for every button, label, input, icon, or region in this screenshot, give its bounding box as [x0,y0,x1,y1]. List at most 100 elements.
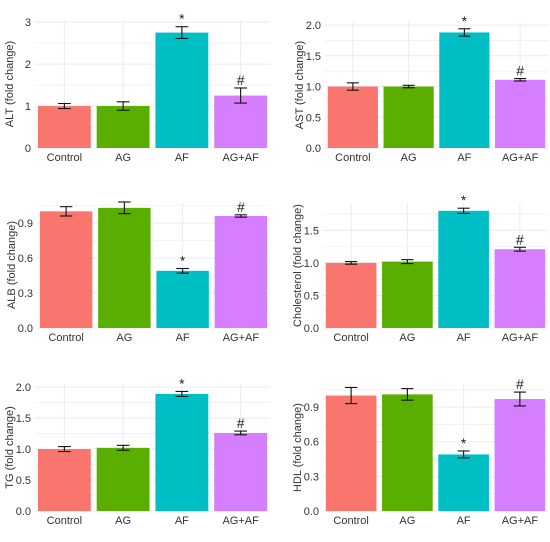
y-tick-label: 1.5 [304,225,319,237]
x-tick-label: AG [116,332,132,344]
y-tick-label: 0.9 [304,402,319,414]
y-axis-title: AST (fold change) [294,41,306,129]
y-tick-label: 1 [25,101,31,113]
x-tick-label: AF [457,152,471,164]
y-tick-label: 1.0 [304,258,319,270]
bar-ag-af [494,399,546,511]
y-tick-label: 0.6 [18,253,33,265]
bar-ag-af [495,79,546,148]
error-bar [457,207,470,214]
bar-ag-af [214,432,268,511]
x-tick-label: Control [47,515,82,527]
error-bar [234,214,248,218]
error-bar [175,26,189,40]
significance-hash: # [516,231,524,247]
bar-control [325,395,377,511]
x-tick-label: AG [401,152,417,164]
y-tick-label: 3 [25,17,31,29]
bar-ag [383,86,434,148]
error-bar [401,259,414,265]
bar-control [327,86,378,148]
y-tick-label: 0.0 [304,323,319,335]
error-bar [457,450,470,459]
error-bar [513,391,526,407]
bar-ag [96,447,150,511]
x-tick-label: AF [175,152,189,164]
bar-control [39,211,93,328]
bar-control [37,449,91,511]
error-bar [513,246,526,252]
error-bar [116,101,130,111]
error-bar [116,444,130,451]
significance-hash: # [237,72,245,88]
error-bar [345,386,358,405]
chart-panel-cholesterol: Control AG * AF # AG+AF 0.0 0.5 1.0 1.5Cholestero… [292,192,548,344]
y-tick-label: 2.0 [16,382,31,394]
bar-af [438,454,489,511]
error-bar [175,390,189,397]
significance-hash: # [237,199,245,215]
error-bar [58,102,71,110]
significance-asterisk: * [462,13,468,29]
bar-af [155,393,209,511]
x-tick-label: AG+AF [222,152,259,164]
x-tick-label: AG [115,152,131,164]
y-tick-label: 0.5 [304,290,319,302]
error-bar [118,201,131,215]
y-tick-label: 0.0 [304,506,319,518]
y-tick-label: 1.0 [306,82,321,94]
x-tick-label: AF [457,515,471,527]
y-tick-label: 1.5 [306,51,321,63]
error-bar [402,84,415,89]
error-bar [176,267,189,274]
bar-af [156,270,209,328]
significance-hash: # [516,376,524,392]
y-tick-label: 0 [25,143,31,155]
significance-asterisk: * [461,192,467,208]
significance-asterisk: * [179,375,185,391]
x-tick-label: AF [457,332,471,344]
x-tick-label: AG [399,515,415,527]
significance-asterisk: * [180,253,186,269]
significance-asterisk: * [179,11,185,27]
error-bar [346,82,359,91]
y-tick-label: 1.5 [16,413,31,425]
significance-hash: # [516,63,524,79]
x-tick-label: Control [48,332,83,344]
x-tick-label: AF [176,332,190,344]
error-bar [234,430,247,436]
y-axis-title: ALT (fold change) [4,41,16,127]
x-tick-label: AG+AF [502,515,539,527]
y-tick-label: 0.6 [304,437,319,449]
bar-control [325,262,377,328]
bar-control [37,106,91,148]
y-axis-title: HDL (fold change) [292,403,304,492]
x-tick-label: AG+AF [223,332,260,344]
y-tick-label: 0.9 [18,218,33,230]
y-tick-label: 0.3 [18,288,33,300]
x-tick-label: Control [333,332,368,344]
y-tick-label: 0.0 [16,506,31,518]
y-tick-label: 0.5 [16,475,31,487]
chart-panel-tg: Control AG * AF # AG+AF 0.0 0.5 1.0 1.5 2.0TG (fol… [4,375,270,527]
y-tick-label: 0.3 [304,471,319,483]
chart-panel-alt: Control AG * AF # AG+AF 0 1 2 3 ALT (fold change) [4,11,270,164]
error-bar [514,77,527,82]
bar-af [439,32,490,149]
y-axis-title: Cholesterol (fold change) [292,204,304,327]
x-tick-label: AG+AF [502,152,539,164]
y-tick-label: 1.0 [16,444,31,456]
error-bar [59,206,73,217]
bar-ag-af [214,216,268,328]
bar-ag-af [494,249,546,328]
x-tick-label: AG+AF [502,332,539,344]
x-tick-label: AF [175,515,189,527]
error-bar [58,446,71,453]
x-tick-label: AG [399,332,415,344]
y-axis-title: TG (fold change) [4,406,16,489]
error-bar [401,388,414,401]
bar-ag-af [214,95,268,148]
